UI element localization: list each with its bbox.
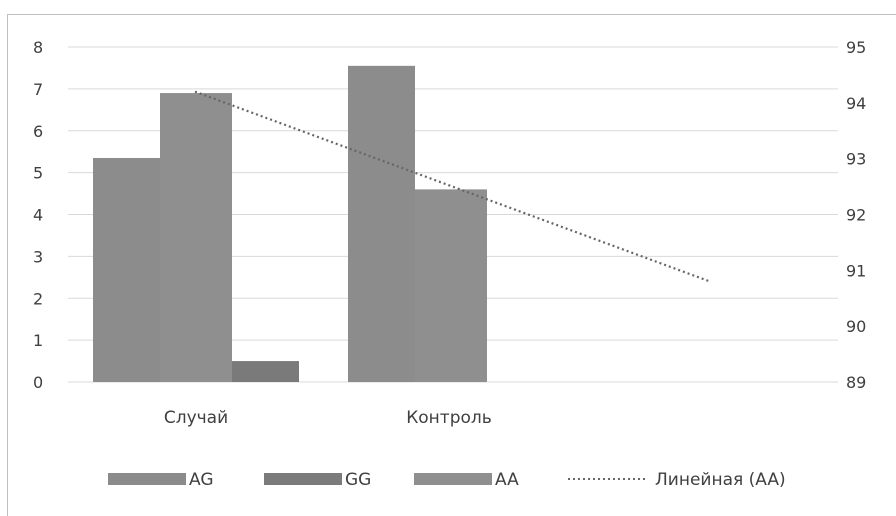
y-left-tick-label: 6: [33, 122, 43, 141]
legend-swatch-0: [108, 473, 186, 485]
x-axis-categories: Случай Контроль: [164, 408, 492, 428]
legend-swatch-1: [264, 473, 342, 485]
y-left-tick-label: 5: [33, 164, 43, 183]
y-right-tick-label: 91: [846, 261, 866, 280]
legend-label: AA: [495, 470, 519, 490]
legend-label: GG: [345, 470, 371, 490]
y-left-tick-label: 4: [33, 206, 43, 225]
bar-gg: [232, 361, 299, 382]
bar-aa: [415, 189, 487, 382]
y-left-tick-label: 1: [33, 331, 43, 350]
bar-aa: [160, 93, 232, 382]
trendline-aa: [194, 90, 711, 283]
chart-frame: [7, 14, 896, 516]
bar-ag: [93, 157, 160, 382]
y-right-tick-label: 89: [846, 373, 866, 392]
x-category-label: Контроль: [406, 408, 492, 428]
y-left-tick-label: 7: [33, 80, 43, 99]
legend: AG GG AA Линейная (AA): [108, 470, 786, 490]
x-category-label: Случай: [164, 408, 228, 428]
y-right-tick-label: 93: [846, 150, 866, 169]
legend-label: Линейная (AA): [655, 470, 786, 490]
y-right-tick-label: 94: [846, 94, 866, 113]
legend-swatch-2: [414, 473, 492, 485]
y-axis-right: 89 90 91 92 93 94 95: [846, 38, 866, 392]
y-left-tick-label: 3: [33, 247, 43, 266]
legend-label: AG: [189, 470, 214, 490]
y-left-tick-label: 8: [33, 38, 43, 57]
bars: [93, 65, 487, 382]
trendline: [194, 90, 711, 283]
y-left-tick-label: 2: [33, 289, 43, 308]
y-right-tick-label: 95: [846, 38, 866, 57]
bar-ag: [348, 65, 415, 382]
y-axis-left: 0 1 2 3 4 5 6 7 8: [33, 38, 43, 392]
y-right-tick-label: 90: [846, 317, 866, 336]
y-left-tick-label: 0: [33, 373, 43, 392]
y-right-tick-label: 92: [846, 206, 866, 225]
